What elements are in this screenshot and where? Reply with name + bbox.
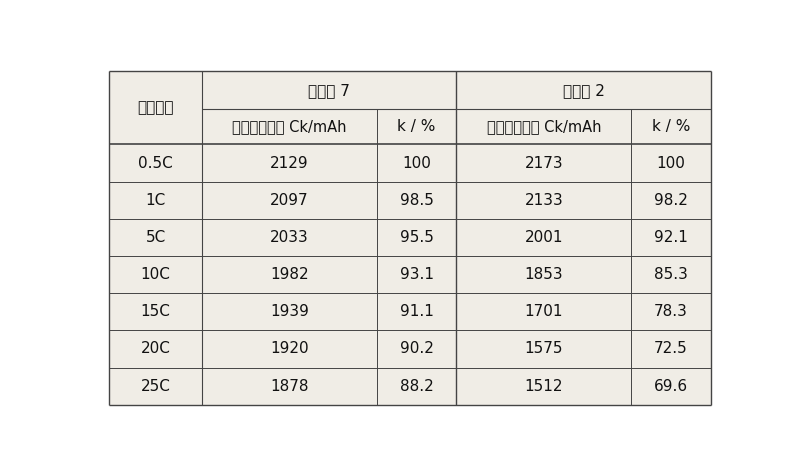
Text: 100: 100 (657, 155, 686, 171)
Text: 1C: 1C (146, 193, 166, 208)
Text: 0.5C: 0.5C (138, 155, 173, 171)
Text: 20C: 20C (141, 341, 170, 357)
Text: 1575: 1575 (525, 341, 563, 357)
Text: 1512: 1512 (525, 379, 563, 394)
Text: 2129: 2129 (270, 155, 309, 171)
Text: 1701: 1701 (525, 304, 563, 319)
Text: 98.2: 98.2 (654, 193, 688, 208)
Text: 69.6: 69.6 (654, 379, 688, 394)
Text: k / %: k / % (398, 120, 436, 134)
Text: 92.1: 92.1 (654, 230, 688, 245)
Text: 1853: 1853 (525, 267, 563, 282)
Text: 对比例 2: 对比例 2 (562, 83, 605, 97)
Text: 78.3: 78.3 (654, 304, 688, 319)
Text: k / %: k / % (652, 120, 690, 134)
Text: 95.5: 95.5 (400, 230, 434, 245)
Text: 倍率放电容量 Ck/mAh: 倍率放电容量 Ck/mAh (486, 120, 601, 134)
Text: 90.2: 90.2 (400, 341, 434, 357)
Text: 2033: 2033 (270, 230, 309, 245)
Text: 1920: 1920 (270, 341, 309, 357)
Text: 倍率放电容量 Ck/mAh: 倍率放电容量 Ck/mAh (232, 120, 346, 134)
Text: 93.1: 93.1 (400, 267, 434, 282)
Text: 5C: 5C (146, 230, 166, 245)
Text: 10C: 10C (141, 267, 170, 282)
Text: 85.3: 85.3 (654, 267, 688, 282)
Text: 1982: 1982 (270, 267, 309, 282)
Text: 2133: 2133 (525, 193, 563, 208)
Text: 100: 100 (402, 155, 431, 171)
Text: 72.5: 72.5 (654, 341, 688, 357)
Text: 2097: 2097 (270, 193, 309, 208)
Text: 实施例 7: 实施例 7 (308, 83, 350, 97)
Text: 2173: 2173 (525, 155, 563, 171)
Text: 88.2: 88.2 (400, 379, 434, 394)
Text: 1878: 1878 (270, 379, 309, 394)
Text: 98.5: 98.5 (400, 193, 434, 208)
Text: 放电倍率: 放电倍率 (138, 100, 174, 115)
Text: 91.1: 91.1 (400, 304, 434, 319)
Text: 25C: 25C (141, 379, 170, 394)
Text: 2001: 2001 (525, 230, 563, 245)
Text: 15C: 15C (141, 304, 170, 319)
Text: 1939: 1939 (270, 304, 309, 319)
